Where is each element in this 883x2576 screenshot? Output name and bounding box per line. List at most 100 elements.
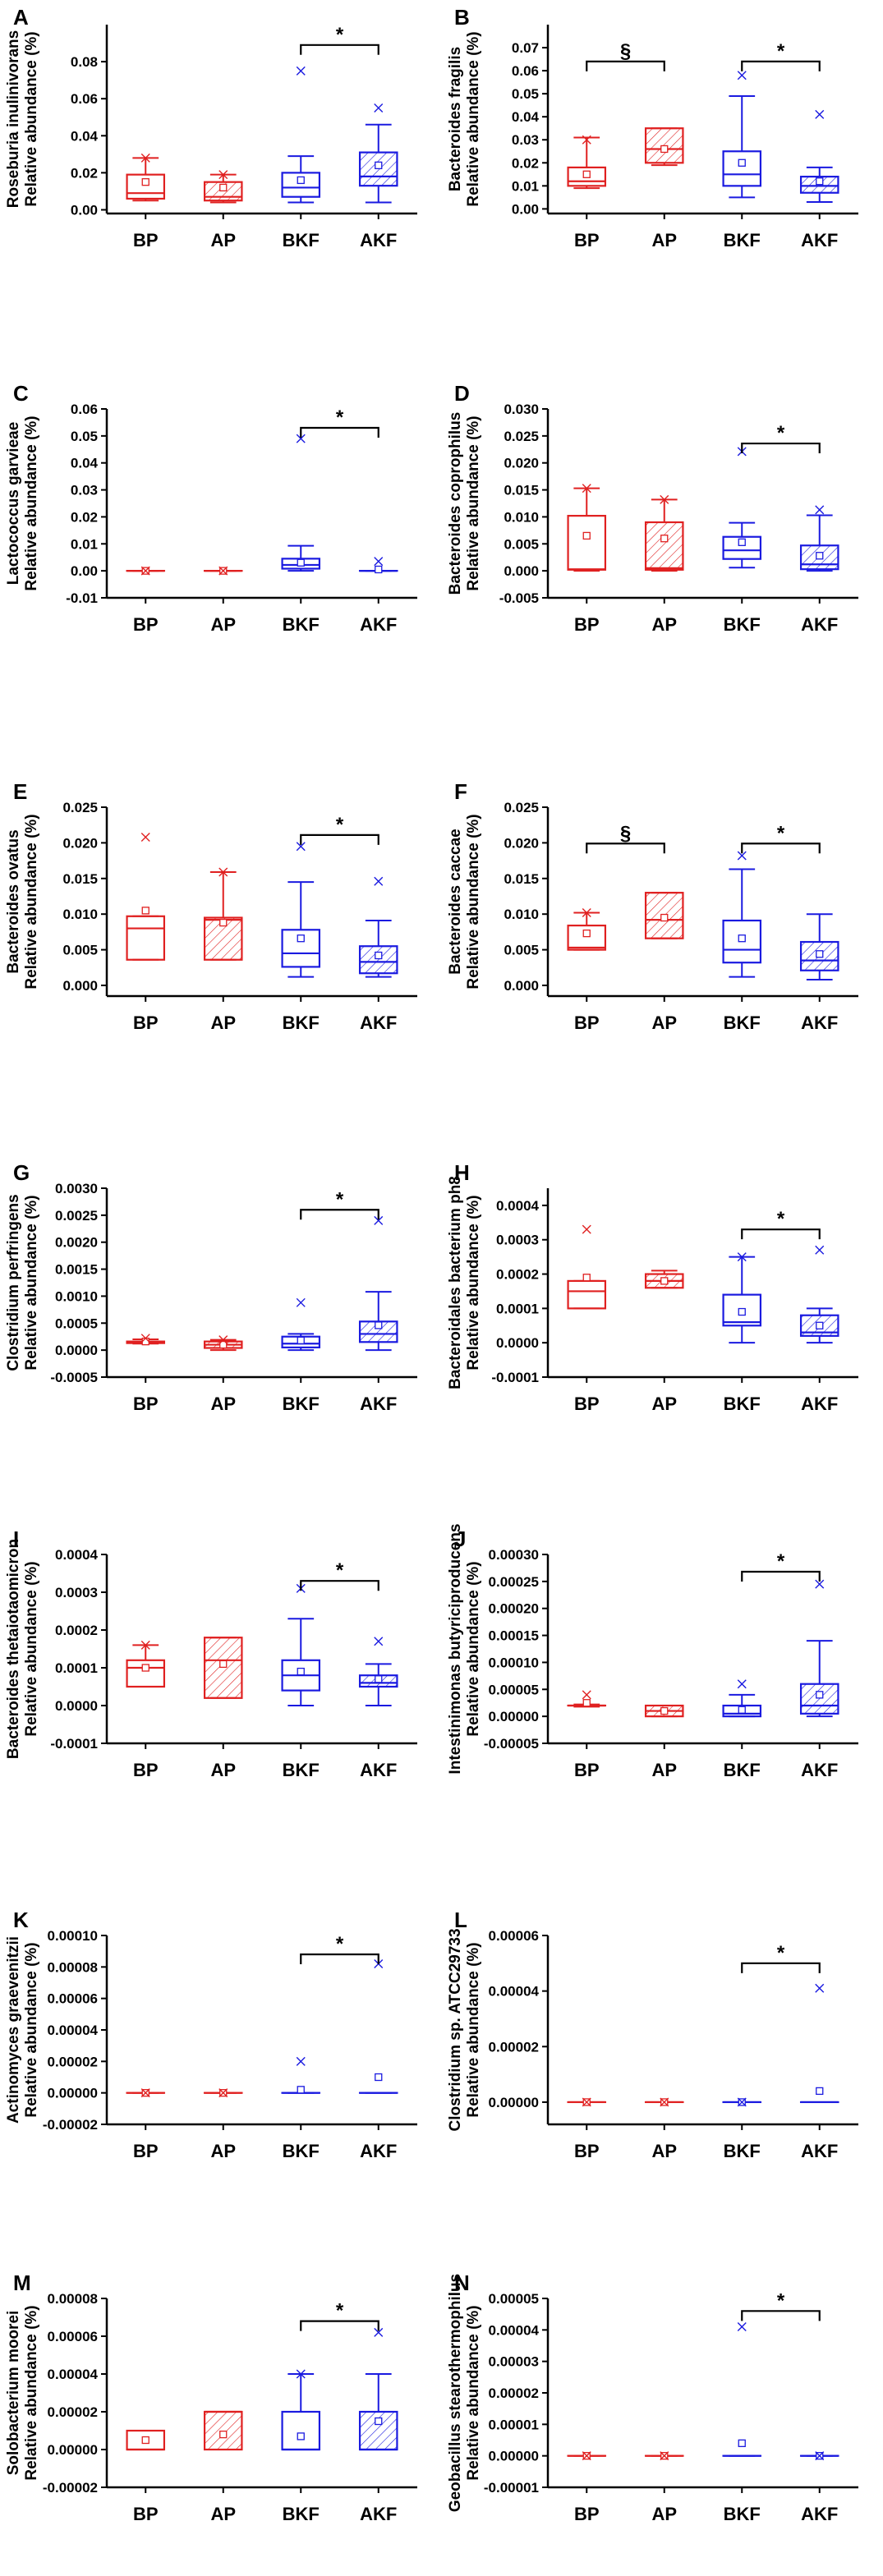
iqr-box <box>722 919 762 964</box>
iqr-box <box>799 1683 839 1715</box>
x-tick-label: AKF <box>360 1394 397 1414</box>
box-bkf <box>281 2056 321 2094</box>
y-axis-unit-label: Relative abundance (%) <box>23 814 40 989</box>
x-tick-label: AKF <box>801 2141 838 2161</box>
x-tick-label: AP <box>651 2504 677 2524</box>
y-tick-label: 0.0004 <box>55 1547 99 1563</box>
box-bkf <box>722 71 762 199</box>
outlier-stroke <box>737 1252 747 1262</box>
box-bp <box>567 1690 607 1708</box>
x-tick-label: AKF <box>360 230 397 250</box>
significance-symbol: § <box>620 40 631 62</box>
y-tick-label: 0.00008 <box>48 1959 98 1975</box>
box-bp <box>126 2088 166 2098</box>
box-akf <box>358 876 398 978</box>
outlier-stroke <box>737 1679 747 1689</box>
panel-letter: J <box>454 1527 466 1551</box>
mean-marker <box>816 1321 824 1329</box>
outlier-stroke <box>218 170 228 180</box>
mean-marker <box>375 2417 383 2426</box>
significance-symbol: * <box>336 1933 344 1955</box>
y-tick-label: 0.030 <box>504 402 539 417</box>
outlier-marker <box>296 842 306 852</box>
y-tick-label: 0.0002 <box>55 1623 98 1638</box>
x-tick-label: AKF <box>360 2504 397 2524</box>
outlier-stroke <box>296 66 306 76</box>
y-tick-label: 0.04 <box>71 456 99 471</box>
x-tick-label: BP <box>133 1012 159 1033</box>
significance-symbol: § <box>620 822 631 844</box>
x-tick-label: BKF <box>283 1012 320 1033</box>
y-tick-label: 0.02 <box>71 165 98 181</box>
outlier-stroke <box>737 71 747 80</box>
outlier-marker <box>582 2097 591 2107</box>
box-ap <box>203 867 243 961</box>
x-tick-label: BP <box>574 1012 600 1033</box>
box-bkf <box>281 434 321 572</box>
y-axis-unit-label: Relative abundance (%) <box>23 416 40 590</box>
outlier-stroke <box>140 566 150 576</box>
significance-bracket: * <box>741 822 821 854</box>
y-tick-label: 0.06 <box>71 91 98 107</box>
box-ap <box>203 1637 243 1699</box>
box-bp <box>126 832 166 961</box>
significance-bracket: * <box>300 1933 379 1964</box>
y-tick-label: 0.00010 <box>48 1928 98 1944</box>
box-bp <box>126 2429 166 2451</box>
y-tick-label: 0.00002 <box>48 2404 98 2420</box>
iqr-box <box>722 1293 762 1327</box>
x-tick-label: AP <box>210 230 236 250</box>
iqr-box <box>799 940 839 971</box>
significance-symbol: * <box>336 24 344 46</box>
y-tick-label: 0.01 <box>512 178 539 194</box>
outlier-marker <box>737 1252 747 1262</box>
outlier-marker <box>140 2088 150 2098</box>
mean-marker <box>219 183 228 192</box>
y-tick-label: 0.00000 <box>489 1709 539 1724</box>
mean-marker <box>141 1664 149 1672</box>
outlier-marker <box>815 1245 825 1255</box>
iqr-box <box>126 1659 166 1688</box>
box-bkf <box>722 1679 762 1718</box>
outlier-stroke <box>374 876 384 886</box>
x-tick-label: AKF <box>360 614 397 635</box>
x-tick-label: AP <box>651 230 677 250</box>
y-tick-label: 0.025 <box>62 800 98 815</box>
y-tick-label: 0.0001 <box>55 1660 98 1676</box>
y-axis-unit-label: Relative abundance (%) <box>465 1561 482 1736</box>
y-tick-label: -0.00001 <box>484 2480 539 2496</box>
outlier-marker <box>815 505 825 515</box>
y-tick-label: 0.015 <box>504 871 539 887</box>
bracket-line <box>741 1228 821 1240</box>
x-tick-label: BP <box>133 2504 159 2524</box>
outlier-marker <box>582 484 591 494</box>
outlier-marker <box>374 876 384 886</box>
outlier-stroke <box>374 2327 384 2337</box>
y-tick-label: 0.00015 <box>489 1628 539 1644</box>
y-tick-label: 0.000 <box>504 563 539 579</box>
mean-marker <box>297 2086 305 2094</box>
significance-bracket: * <box>741 40 821 71</box>
box-bkf <box>281 2369 321 2451</box>
outlier-marker <box>296 434 306 443</box>
x-tick-label: BKF <box>283 1394 320 1414</box>
y-axis-unit-label: Relative abundance (%) <box>465 416 482 590</box>
significance-bracket: * <box>741 2289 821 2321</box>
y-axis-species-label: Bacteroides fragilis <box>447 47 464 191</box>
box-bkf <box>722 851 762 978</box>
mean-marker <box>816 2087 824 2096</box>
y-tick-label: 0.00030 <box>489 1547 539 1563</box>
mean-marker <box>816 177 824 186</box>
y-tick-label: 0.0010 <box>55 1288 98 1304</box>
x-tick-label: BP <box>133 2141 159 2161</box>
y-tick-label: 0.00004 <box>489 2322 540 2338</box>
bracket-line <box>300 1209 379 1220</box>
box-ap <box>644 127 684 167</box>
panel-letter: M <box>13 2271 31 2295</box>
outlier-stroke <box>218 2088 228 2098</box>
box-akf <box>799 109 839 203</box>
y-tick-label: 0.00005 <box>489 2291 539 2307</box>
outlier-stroke <box>296 1297 306 1307</box>
y-tick-label: -0.0001 <box>491 1370 539 1385</box>
